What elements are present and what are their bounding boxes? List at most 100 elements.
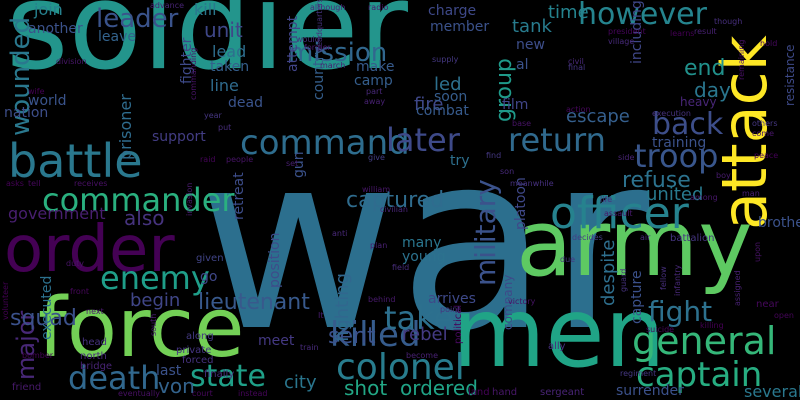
word: peace [754,151,779,160]
word: return [508,121,606,159]
word: man [742,189,760,198]
word: officer [550,188,689,239]
word: forced [182,355,214,366]
word: time [548,2,589,23]
word: away [364,97,386,106]
word: boy [716,171,731,180]
word: hold [760,39,778,48]
word: later [386,121,460,159]
word: eventually [118,389,160,398]
word: shot [344,376,388,400]
word: infantry [673,264,682,296]
word: william [362,185,391,194]
word: von [158,374,195,398]
word: leave [98,29,136,45]
word: assault [604,209,633,218]
word: part [366,87,383,96]
word: day [694,78,731,102]
word: bridge [80,361,113,372]
word: commanding [189,47,198,100]
word: men [452,277,666,389]
word: behind [368,295,396,304]
word: city [284,372,317,393]
word: anti [332,229,348,238]
word: soldier [6,0,408,97]
word: troop [634,137,719,175]
word: battle [8,134,143,188]
word: go [200,269,218,285]
word: president [608,27,646,36]
word: sent [328,324,376,349]
word: end [684,56,726,81]
word: people [226,155,254,164]
word: field [392,263,410,272]
word: young [402,249,446,265]
word: private [176,345,212,356]
word: though [714,17,743,26]
word: execution [652,109,691,118]
word: point [440,305,461,314]
word: training [652,135,707,151]
word: government [8,204,106,223]
word: captured [346,188,445,213]
word: advance [150,1,185,10]
word: captain [636,355,763,395]
word: hand [492,387,518,398]
word: try [450,153,470,169]
word: country [311,46,327,100]
word: line [210,76,239,95]
word: fire [414,94,444,115]
word: receives [74,179,108,188]
word: final [568,63,586,72]
word: al [516,57,529,73]
word: enemy [100,259,210,297]
word: guard [619,268,628,292]
word: meanwhile [510,179,554,188]
word: charge [428,3,477,19]
word: position [267,232,283,288]
word: next [86,307,104,316]
word: front [70,287,90,296]
word: combat [416,103,469,119]
word: command [240,123,410,163]
word: prisoner [116,94,135,160]
word: would [296,35,320,44]
word: order [4,213,175,287]
word: make [356,59,395,75]
word: also [124,206,165,230]
word: volunteer [1,281,10,320]
word: court [192,389,213,398]
word: It [318,311,324,320]
word: given [196,253,224,264]
word: remaining [737,39,746,80]
word: take [384,299,454,337]
word: radio [368,3,389,12]
word: march [320,61,346,70]
word: soon [434,89,468,105]
word: tank [512,16,552,37]
word: despite [598,239,619,306]
word: army [516,190,753,297]
word: capture [629,270,645,324]
word: united [646,184,704,205]
word: battalion [670,233,715,244]
word: assigned [733,270,742,306]
word: another [28,21,83,37]
word: life [600,195,613,204]
word: lieutenant [198,290,310,315]
word: executed [39,275,55,340]
word: join [34,0,63,19]
word: land [468,387,490,398]
word: fight [648,295,713,328]
word: death [68,359,161,397]
word: become [406,351,439,360]
word: begin [130,290,181,311]
word: ally [548,341,566,352]
word: led [434,74,462,95]
word: arrives [428,291,476,307]
word: camp [354,73,393,89]
word: colonel [336,347,465,388]
word: upon [753,241,762,262]
word: head [82,337,107,348]
